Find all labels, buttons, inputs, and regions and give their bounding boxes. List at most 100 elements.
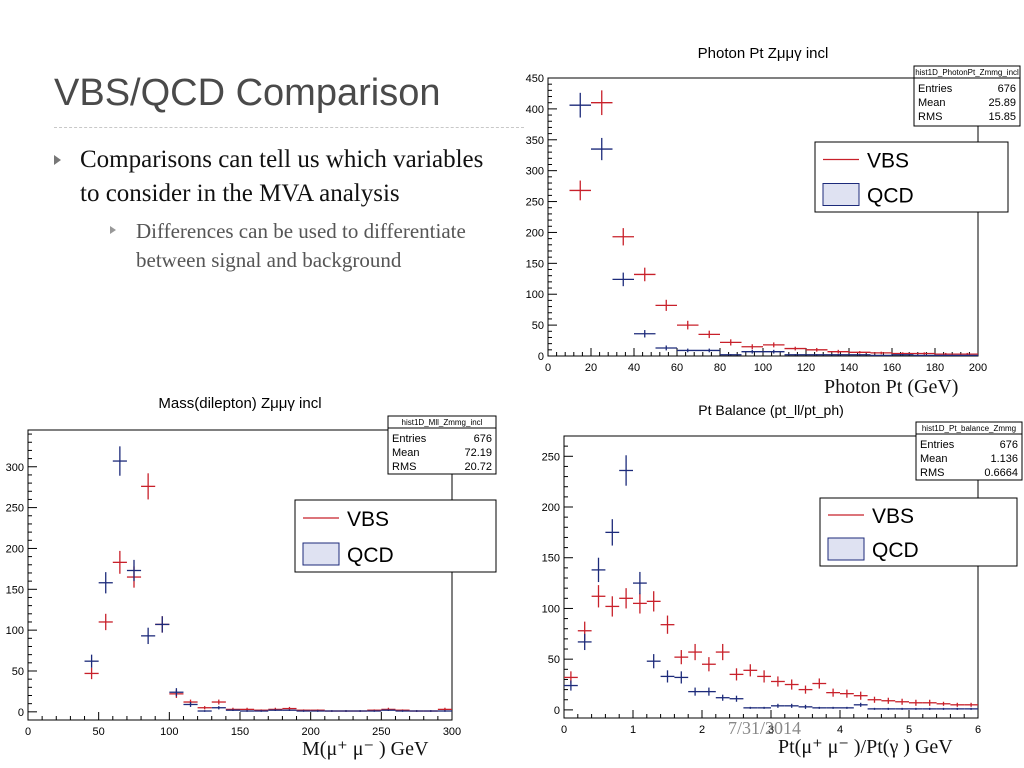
x-tick-label: 3: [768, 724, 774, 736]
data-point-qcd: [702, 687, 716, 696]
x-tick-label: 100: [754, 362, 772, 374]
y-tick-label: 50: [12, 666, 24, 678]
y-tick-label: 350: [526, 135, 544, 147]
data-point-qcd: [211, 706, 226, 710]
stats-label: RMS: [918, 111, 942, 123]
y-tick-label: 250: [542, 451, 560, 463]
data-point-qcd: [367, 710, 382, 712]
data-point-qcd: [296, 710, 311, 712]
data-point-qcd: [423, 710, 438, 712]
x-tick-label: 120: [797, 362, 815, 374]
data-point-vbs: [605, 596, 620, 617]
data-point-vbs: [895, 698, 909, 705]
stats-box: hist1D_Pt_balance_Zmmg Entries 676 Mean 1.13…: [915, 421, 1023, 481]
data-point-vbs: [612, 228, 634, 246]
data-point-qcd: [741, 349, 763, 354]
data-point-qcd: [936, 707, 951, 710]
stats-label: Mean: [918, 97, 946, 109]
series-vbs: [569, 90, 978, 356]
stats-hist-name: hist1D_PhotonPt_Zmmg_incl: [915, 68, 1019, 77]
data-point-vbs: [950, 702, 965, 707]
x-tick-label: 20: [585, 362, 597, 374]
bullet-main-text: Comparisons can tell us which variables …: [80, 146, 484, 207]
stats-value: 676: [1000, 439, 1018, 451]
y-tick-label: 100: [542, 603, 560, 615]
data-point-qcd: [812, 706, 827, 709]
legend-qcd-swatch: [822, 183, 860, 206]
data-point-qcd: [197, 710, 212, 712]
data-point-qcd: [112, 446, 127, 476]
x-tick-label: 2: [699, 724, 705, 736]
data-point-vbs: [591, 90, 613, 116]
data-point-vbs: [870, 351, 892, 355]
x-tick-label: 180: [926, 362, 944, 374]
y-tick-label: 450: [526, 73, 544, 85]
data-point-qcd: [806, 354, 828, 356]
data-point-vbs: [197, 706, 212, 710]
data-point-vbs: [729, 668, 744, 681]
data-point-qcd: [141, 627, 156, 645]
data-point-vbs: [646, 591, 661, 612]
data-point-qcd: [169, 688, 184, 697]
data-point-qcd: [84, 654, 99, 668]
x-tick-label: 80: [714, 362, 726, 374]
data-point-qcd: [324, 710, 339, 712]
y-tick-label: 250: [6, 503, 24, 515]
photon-pt-axis-caption: Photon Pt (GeV): [824, 376, 959, 398]
stats-value: 25.89: [988, 97, 1016, 109]
x-tick-label: 40: [628, 362, 640, 374]
x-tick-label: 140: [840, 362, 858, 374]
data-point-vbs: [806, 347, 828, 352]
data-point-qcd: [646, 654, 661, 669]
data-point-vbs: [922, 699, 937, 706]
data-point-vbs: [141, 473, 156, 500]
data-point-qcd: [353, 710, 368, 712]
photon-pt-plot: Photon Pt Zμμγ incl 0 20 40 60 80 100 120 140 160…: [526, 45, 1021, 374]
data-point-qcd: [126, 559, 142, 582]
data-point-qcd: [268, 709, 283, 712]
data-point-qcd: [849, 354, 871, 356]
balance-axis-caption: Pt(μ⁺ μ⁻ )/Pt(γ ) GeV: [778, 736, 953, 758]
stats-value: 1.136: [990, 453, 1018, 465]
y-tick-label: 200: [542, 502, 560, 514]
data-point-qcd: [784, 703, 799, 708]
legend-label-vbs: VBS: [867, 150, 909, 173]
data-point-vbs: [715, 643, 730, 661]
data-point-qcd: [655, 345, 677, 351]
stats-value: 72.19: [464, 447, 492, 459]
stats-label: Entries: [392, 433, 427, 445]
data-point-vbs: [634, 267, 656, 282]
sub-bullet-arrow-icon: [110, 226, 116, 234]
y-tick-label: 100: [526, 289, 544, 301]
y-tick-label: 150: [542, 553, 560, 565]
data-point-qcd: [840, 706, 854, 709]
stats-hist-name: hist1D_Mll_Zmmg_incl: [402, 418, 483, 427]
data-point-vbs: [698, 330, 720, 339]
stats-hist-name: hist1D_Pt_balance_Zmmg: [922, 424, 1016, 433]
data-point-vbs: [743, 664, 758, 677]
data-point-qcd: [254, 710, 269, 712]
stats-value: 676: [474, 433, 492, 445]
data-point-qcd: [395, 710, 410, 712]
data-point-qcd: [577, 633, 592, 651]
data-point-qcd: [867, 707, 882, 710]
data-point-qcd: [183, 702, 198, 707]
data-point-qcd: [240, 710, 255, 712]
data-point-vbs: [633, 593, 647, 614]
stats-label: Entries: [918, 83, 953, 95]
data-point-qcd: [591, 137, 613, 161]
y-tick-label: 200: [526, 227, 544, 239]
data-point-vbs: [660, 615, 675, 634]
stats-value: 676: [998, 83, 1016, 95]
data-point-qcd: [950, 707, 965, 710]
data-point-qcd: [619, 455, 633, 486]
data-point-qcd: [282, 709, 297, 712]
data-point-qcd: [729, 695, 744, 702]
data-point-qcd: [743, 706, 758, 709]
data-point-vbs: [677, 320, 699, 330]
x-tick-label: 0: [545, 362, 551, 374]
data-point-vbs: [655, 299, 677, 311]
x-tick-label: 160: [883, 362, 901, 374]
x-tick-label: 4: [837, 724, 843, 736]
y-tick-label: 150: [6, 584, 24, 596]
